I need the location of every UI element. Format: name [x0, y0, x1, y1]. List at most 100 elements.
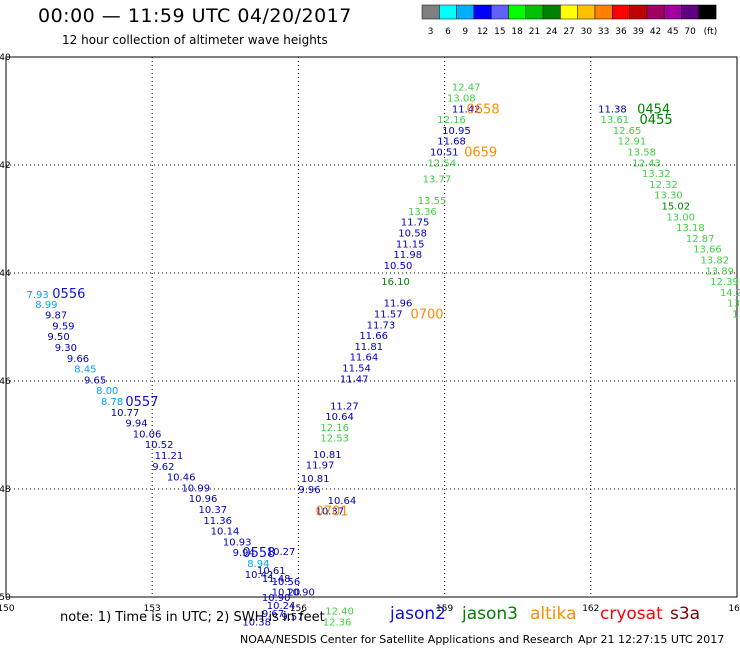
wave-height-value: 12.16 — [437, 115, 466, 126]
wave-height-value: 13.89 — [705, 266, 734, 277]
wave-height-value: 10.46 — [167, 473, 196, 484]
mission-label-jason3: jason3 — [462, 604, 518, 624]
pass-time-label: 0659 — [464, 146, 497, 161]
wave-height-value: 10.90 — [262, 593, 291, 604]
wave-height-value: 10.06 — [133, 429, 162, 440]
mission-label-jason2: jason2 — [390, 604, 446, 624]
colorbar-label: 42 — [650, 27, 661, 37]
wave-height-value: 11.66 — [359, 331, 388, 342]
colorbar-label: 3 — [428, 27, 434, 37]
colorbar-label: 18 — [511, 27, 523, 37]
wave-height-value: 11.98 — [393, 250, 422, 261]
y-tick-label: -48 — [0, 485, 11, 495]
colorbar-label: 27 — [563, 27, 574, 37]
footer-note: note: 1) Time is in UTC; 2) SWH is in fe… — [60, 610, 325, 625]
x-tick-label: 153 — [144, 604, 161, 614]
wave-height-value: 12.91 — [618, 137, 647, 148]
wave-height-value: 11.54 — [342, 364, 371, 375]
wave-height-value: 12.65 — [613, 126, 642, 137]
wave-height-value: 10.95 — [442, 126, 471, 137]
colorbar-label: 6 — [445, 27, 451, 37]
wave-height-value: 12.53 — [320, 434, 349, 445]
wave-height-value: 10.14 — [211, 527, 240, 538]
footer-credit: NOAA/NESDIS Center for Satellite Applica… — [240, 633, 574, 646]
wave-height-value: 10.77 — [111, 408, 140, 419]
wave-height-value: 12.16 — [320, 423, 349, 434]
x-tick-label: 156 — [290, 604, 307, 614]
x-tick-label: 159 — [436, 604, 453, 614]
wave-height-value: 10.90 — [286, 588, 315, 599]
wave-height-value: 10.61 — [257, 566, 286, 577]
pass-time-label: 0701 — [315, 505, 348, 520]
wave-height-value: 13.18 — [676, 223, 705, 234]
wave-height-value: 10.93 — [223, 537, 252, 548]
colorbar-label: 36 — [615, 27, 627, 37]
wave-height-value: 9.94 — [125, 419, 147, 430]
wave-height-value: 13.61 — [601, 115, 630, 126]
wave-height-value: 11.21 — [155, 451, 184, 462]
chart-subtitle: 12 hour collection of altimeter wave hei… — [62, 33, 328, 47]
wave-height-value: 12.40 — [325, 607, 354, 618]
mission-label-altika: altika — [530, 604, 577, 624]
wave-height-value: 8.45 — [74, 365, 96, 376]
wave-height-value: 10.24 — [267, 601, 296, 612]
wave-height-value: 13.55 — [418, 196, 447, 207]
mission-label-cryosat: cryosat — [600, 604, 663, 624]
wave-height-value: 10.51 — [430, 148, 459, 159]
wave-height-value: 10.20 — [272, 588, 301, 599]
colorbar-label: (ft) — [704, 27, 718, 37]
wave-height-value: 10.52 — [145, 440, 174, 451]
wave-height-value: 12.43 — [632, 158, 661, 169]
wave-height-value: 13.66 — [693, 245, 722, 256]
wave-height-value: 12.36 — [323, 617, 352, 628]
colorbar-label: 45 — [667, 27, 678, 37]
mission-label-s3a: s3a — [670, 604, 701, 624]
wave-height-value: 11.97 — [306, 461, 335, 472]
wave-height-value: 11.57 — [374, 310, 403, 321]
wave-height-value: 11.64 — [350, 353, 379, 364]
wave-height-value: 13.36 — [408, 207, 437, 218]
wave-height-value: 9.30 — [55, 343, 77, 354]
colorbar-label: 24 — [546, 27, 558, 37]
wave-height-value: 10.42 — [245, 570, 274, 581]
pass-time-label: 0556 — [52, 287, 85, 302]
wave-height-value: 10.56 — [272, 577, 301, 588]
wave-height-value: 11.81 — [354, 342, 383, 353]
pass-time-label: 0558 — [242, 546, 275, 561]
wave-height-value: 9.67 — [262, 609, 284, 620]
wave-height-value: 10.81 — [301, 474, 330, 485]
wave-height-value: 10.64 — [325, 412, 354, 423]
wave-height-value: 10.58 — [398, 229, 427, 240]
wave-height-value: 9.65 — [84, 375, 106, 386]
y-tick-label: -46 — [0, 377, 11, 387]
wave-height-value: 9.57 — [281, 612, 303, 623]
wave-height-value: 11.36 — [203, 516, 232, 527]
wave-height-value: 8.78 — [101, 397, 123, 408]
wave-height-value: 10.38 — [242, 617, 271, 628]
colorbar: 3 6 9 12 15 18 21 24 27 30 33 36 39 42 45 70 (ft) — [421, 4, 718, 37]
y-tick-label: -44 — [0, 269, 11, 279]
x-tick-label: 165 — [728, 604, 740, 614]
wave-height-value: 12.54 — [428, 158, 457, 169]
wave-height-value: 13. — [732, 310, 740, 321]
wave-height-value: 9.50 — [47, 332, 69, 343]
wave-height-value: 13.30 — [654, 191, 683, 202]
wave-height-value: 13.77 — [423, 175, 452, 186]
wave-height-value: 10.37 — [198, 505, 227, 516]
wave-height-value: 13.32 — [642, 169, 671, 180]
wave-height-value: 7.93 — [26, 290, 48, 301]
y-tick-label: -50 — [0, 593, 11, 603]
wave-height-value: 10.96 — [189, 494, 218, 505]
colorbar-label: 15 — [494, 27, 505, 37]
wave-height-value: 11.73 — [367, 320, 396, 331]
wave-height-value: 13.82 — [700, 256, 729, 267]
wave-height-value: 8.99 — [35, 300, 57, 311]
wave-height-value: 10.81 — [313, 450, 342, 461]
colorbar-label: 21 — [529, 27, 540, 37]
wave-height-value: 13.08 — [447, 94, 476, 105]
wave-height-value: 9.66 — [67, 354, 89, 365]
y-tick-label: -42 — [0, 161, 11, 171]
wave-height-value: 11.96 — [384, 299, 413, 310]
wave-height-value: 11.68 — [437, 137, 466, 148]
